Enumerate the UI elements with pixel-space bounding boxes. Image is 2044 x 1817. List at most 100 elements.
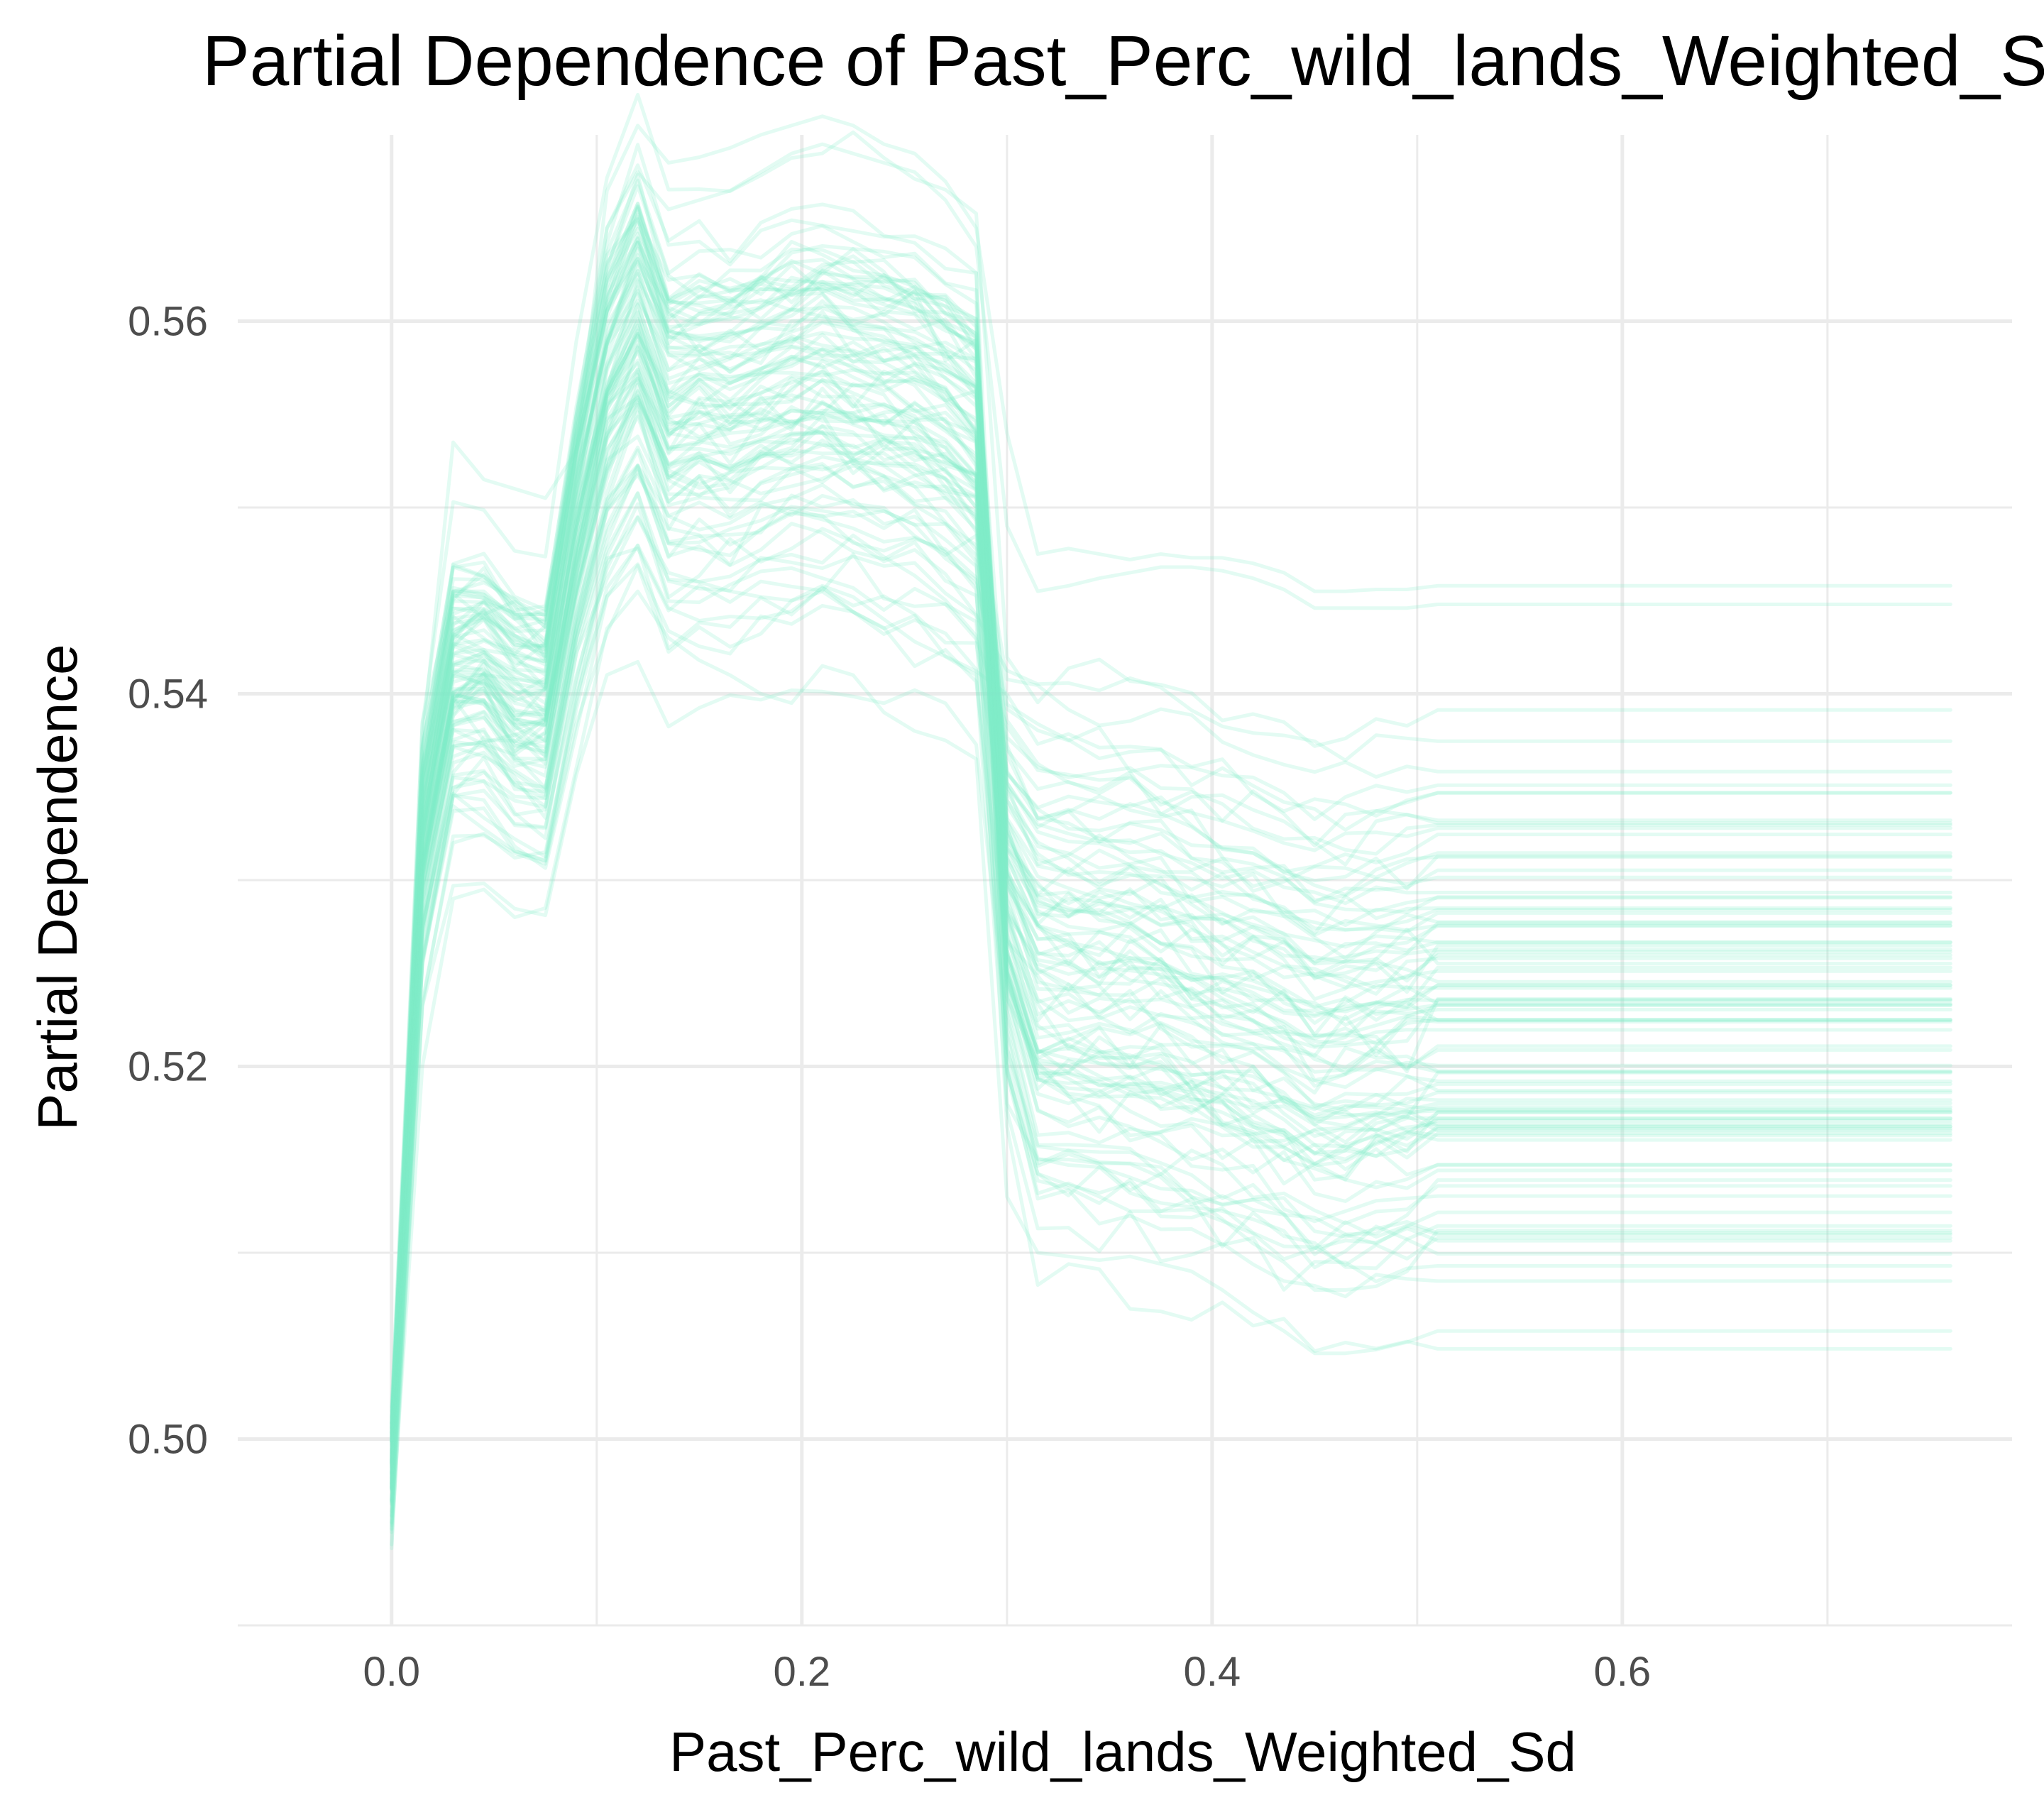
ice-curve (390, 278, 1952, 1457)
ice-curve (390, 204, 1952, 1444)
ice-curve (390, 288, 1952, 1443)
ice-curve (390, 184, 1952, 1425)
ice-curve (390, 448, 1952, 1486)
ice-curve (390, 202, 1952, 1448)
ice-curve (390, 331, 1952, 1469)
ice-curve (390, 415, 1952, 1487)
y-axis-title: Partial Dependence (26, 644, 89, 1130)
ice-curve (390, 214, 1952, 1429)
ice-curve (390, 402, 1952, 1506)
ice-curve (390, 562, 1952, 1551)
ice-curve (390, 262, 1952, 1447)
ice-curve (390, 398, 1952, 1490)
ice-curve (390, 445, 1952, 1481)
ice-curve (390, 515, 1952, 1525)
ice-curve (390, 279, 1952, 1439)
y-tick-label: 0.52 (128, 1044, 208, 1090)
plot-gridlines (238, 135, 2012, 1627)
ice-curve (390, 473, 1952, 1504)
ice-curve (390, 204, 1952, 1437)
ice-curve (390, 543, 1952, 1502)
x-tick-label: 0.2 (773, 1649, 830, 1695)
ice-curve (390, 465, 1952, 1525)
ice-curve (390, 659, 1952, 1547)
ice-curve (390, 383, 1952, 1487)
ice-curve (390, 333, 1952, 1464)
ice-curve (390, 240, 1952, 1429)
ice-curve (390, 163, 1952, 1420)
ice-curve (390, 515, 1952, 1532)
ice-curve (390, 311, 1952, 1444)
ice-curve (390, 257, 1952, 1435)
ice-curve (390, 373, 1952, 1470)
ice-curve (390, 326, 1952, 1461)
x-tick-label: 0.6 (1594, 1649, 1652, 1695)
ice-curve (390, 246, 1952, 1430)
ice-curve (390, 256, 1952, 1440)
ice-curve (390, 343, 1952, 1466)
ice-curve (390, 178, 1952, 1431)
ice-curve (390, 345, 1952, 1476)
y-tick-label: 0.50 (128, 1417, 208, 1463)
ice-curve (390, 292, 1952, 1462)
ice-curve (390, 236, 1952, 1444)
ice-curve (390, 376, 1952, 1474)
x-axis-ticks: 0.0 0.2 0.4 0.6 (363, 1649, 1651, 1695)
ice-curve (390, 400, 1952, 1481)
ice-curve (390, 376, 1952, 1486)
x-tick-label: 0.0 (363, 1649, 420, 1695)
ice-curve (390, 463, 1952, 1480)
ice-curve (390, 369, 1952, 1467)
ice-curve (390, 395, 1952, 1461)
ice-curve (390, 334, 1952, 1475)
ice-curve (390, 502, 1952, 1501)
ice-curve (390, 142, 1952, 1441)
ice-curve (390, 367, 1952, 1465)
ice-curve (390, 389, 1952, 1503)
ice-curve (390, 172, 1952, 1419)
chart-title: Partial Dependence of Past_Perc_wild_lan… (202, 21, 2044, 101)
ice-curve (390, 403, 1952, 1489)
ice-curve (390, 361, 1952, 1455)
ice-curve (390, 303, 1952, 1459)
ice-curves (390, 92, 1952, 1551)
ice-curve (390, 491, 1952, 1491)
ice-curve (390, 319, 1952, 1426)
ice-curve (390, 547, 1952, 1517)
ice-curve (390, 390, 1952, 1470)
ice-curve (390, 564, 1952, 1530)
ice-curve (390, 272, 1952, 1464)
ice-curve (390, 349, 1952, 1486)
ice-curve (390, 301, 1952, 1453)
ice-curve (390, 378, 1952, 1483)
ice-curve (390, 217, 1952, 1434)
ice-curve (390, 269, 1952, 1465)
ice-curve (390, 328, 1952, 1444)
ice-curve (390, 463, 1952, 1518)
ice-curve (390, 358, 1952, 1476)
ice-curve (390, 240, 1952, 1441)
ice-curve (390, 253, 1952, 1439)
ice-curve (390, 434, 1952, 1489)
ice-curve (390, 241, 1952, 1463)
ice-curve (390, 368, 1952, 1490)
ice-curve (390, 309, 1952, 1465)
ice-curve (390, 212, 1952, 1446)
y-tick-label: 0.54 (128, 671, 208, 718)
ice-curve (390, 206, 1952, 1425)
ice-curve (390, 202, 1952, 1426)
ice-curve (390, 544, 1952, 1527)
ice-curve (390, 221, 1952, 1436)
ice-curve (390, 395, 1952, 1477)
ice-curve (390, 226, 1952, 1434)
y-axis-ticks: 0.50 0.52 0.54 0.56 (128, 299, 208, 1463)
ice-curve (390, 589, 1952, 1535)
ice-curve (390, 346, 1952, 1456)
ice-curve (390, 463, 1952, 1493)
ice-curve (390, 394, 1952, 1491)
ice-curve (390, 143, 1952, 1409)
ice-curve (390, 491, 1952, 1513)
ice-curve (390, 216, 1952, 1442)
ice-curve (390, 299, 1952, 1460)
